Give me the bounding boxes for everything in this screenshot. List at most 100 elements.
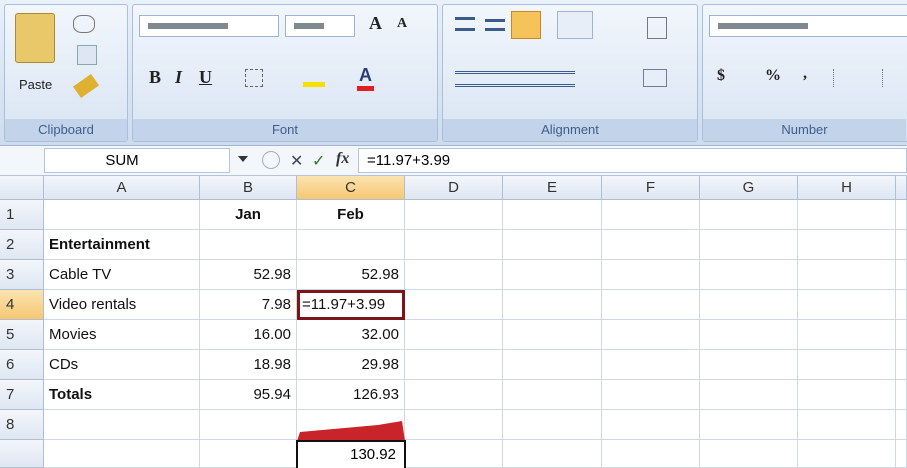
cell[interactable] <box>44 200 200 230</box>
cell[interactable] <box>798 260 896 290</box>
cell[interactable]: 7.98 <box>200 290 297 320</box>
cell[interactable] <box>798 230 896 260</box>
cell[interactable]: Entertainment <box>44 230 200 260</box>
column-header[interactable]: B <box>200 176 297 200</box>
row-header[interactable]: 2 <box>0 230 44 260</box>
cell[interactable] <box>798 290 896 320</box>
corner[interactable] <box>0 176 44 200</box>
cell[interactable] <box>798 410 896 440</box>
cell[interactable] <box>896 410 907 440</box>
cell[interactable]: Cable TV <box>44 260 200 290</box>
cell[interactable]: 18.98 <box>200 350 297 380</box>
cell[interactable] <box>896 440 907 468</box>
cell[interactable]: =11.97+3.99 <box>297 290 405 320</box>
align-bottom[interactable] <box>511 11 541 39</box>
cell[interactable] <box>405 230 503 260</box>
row-header[interactable]: 4 <box>0 290 44 320</box>
cell[interactable] <box>700 380 798 410</box>
cell[interactable] <box>297 230 405 260</box>
cell[interactable] <box>503 260 602 290</box>
cell[interactable] <box>405 440 503 468</box>
cell[interactable] <box>602 290 700 320</box>
cell[interactable]: 16.00 <box>200 320 297 350</box>
formula-input[interactable]: =11.97+3.99 <box>358 148 907 173</box>
align-top[interactable] <box>455 17 475 31</box>
alignment-buttons[interactable] <box>455 71 575 87</box>
cell[interactable] <box>200 410 297 440</box>
cell[interactable]: CDs <box>44 350 200 380</box>
cell[interactable] <box>896 320 907 350</box>
currency-button[interactable]: $ <box>717 67 725 85</box>
column-header[interactable]: G <box>700 176 798 200</box>
column-header[interactable]: F <box>602 176 700 200</box>
cell[interactable]: 52.98 <box>200 260 297 290</box>
cell[interactable] <box>700 410 798 440</box>
cell[interactable]: Video rentals <box>44 290 200 320</box>
copy-icon[interactable] <box>77 45 97 65</box>
cell[interactable] <box>503 410 602 440</box>
cell[interactable] <box>602 380 700 410</box>
cell[interactable] <box>503 290 602 320</box>
cell[interactable] <box>44 440 200 468</box>
comma-button[interactable]: , <box>803 65 807 83</box>
row-header[interactable]: 8 <box>0 410 44 440</box>
underline-button[interactable]: U <box>199 67 212 88</box>
cell[interactable]: Jan <box>200 200 297 230</box>
cell[interactable]: 95.94 <box>200 380 297 410</box>
decimal-buttons[interactable] <box>833 69 883 87</box>
cut-icon[interactable] <box>73 15 95 33</box>
cell[interactable] <box>700 200 798 230</box>
column-header[interactable]: C <box>297 176 405 200</box>
grow-font-button[interactable]: A <box>369 13 382 34</box>
column-header[interactable] <box>896 176 907 200</box>
cell[interactable] <box>602 260 700 290</box>
cell[interactable] <box>700 260 798 290</box>
formula-button[interactable] <box>262 151 280 169</box>
shrink-font-button[interactable]: A <box>397 16 407 32</box>
font-color-button[interactable]: A <box>357 65 374 91</box>
row-header[interactable]: 1 <box>0 200 44 230</box>
cell[interactable] <box>896 380 907 410</box>
cell[interactable] <box>503 230 602 260</box>
cell[interactable] <box>700 350 798 380</box>
align-middle[interactable] <box>485 19 505 31</box>
cell[interactable] <box>896 350 907 380</box>
fill-color-button[interactable] <box>303 69 325 87</box>
cell[interactable] <box>405 380 503 410</box>
cell[interactable] <box>44 410 200 440</box>
cell[interactable] <box>405 320 503 350</box>
number-format-box[interactable] <box>709 15 907 37</box>
cancel-button[interactable]: ✕ <box>290 151 303 171</box>
cell[interactable] <box>405 200 503 230</box>
cell[interactable]: 29.98 <box>297 350 405 380</box>
borders-button[interactable] <box>245 69 263 87</box>
cell[interactable]: Totals <box>44 380 200 410</box>
cell[interactable] <box>700 440 798 468</box>
row-header[interactable]: 3 <box>0 260 44 290</box>
italic-button[interactable]: I <box>175 67 182 88</box>
cell[interactable] <box>297 410 405 440</box>
bold-button[interactable]: B <box>149 67 161 88</box>
cell[interactable] <box>602 320 700 350</box>
cell[interactable] <box>602 410 700 440</box>
cell[interactable] <box>503 440 602 468</box>
name-box-arrow[interactable] <box>238 156 248 167</box>
name-box[interactable]: SUM <box>44 148 230 173</box>
cell[interactable] <box>405 410 503 440</box>
cell[interactable] <box>405 260 503 290</box>
column-header[interactable]: D <box>405 176 503 200</box>
insert-function-button[interactable]: fx <box>336 150 349 168</box>
cell[interactable]: 32.00 <box>297 320 405 350</box>
font-size-box[interactable] <box>285 15 355 37</box>
cell[interactable] <box>200 440 297 468</box>
cell[interactable] <box>602 350 700 380</box>
cell[interactable] <box>798 200 896 230</box>
cell[interactable] <box>503 350 602 380</box>
row-header[interactable]: 5 <box>0 320 44 350</box>
cell[interactable] <box>798 440 896 468</box>
cell[interactable] <box>700 230 798 260</box>
cell[interactable] <box>700 320 798 350</box>
row-header[interactable]: 6 <box>0 350 44 380</box>
cell[interactable] <box>896 230 907 260</box>
column-header[interactable]: E <box>503 176 602 200</box>
